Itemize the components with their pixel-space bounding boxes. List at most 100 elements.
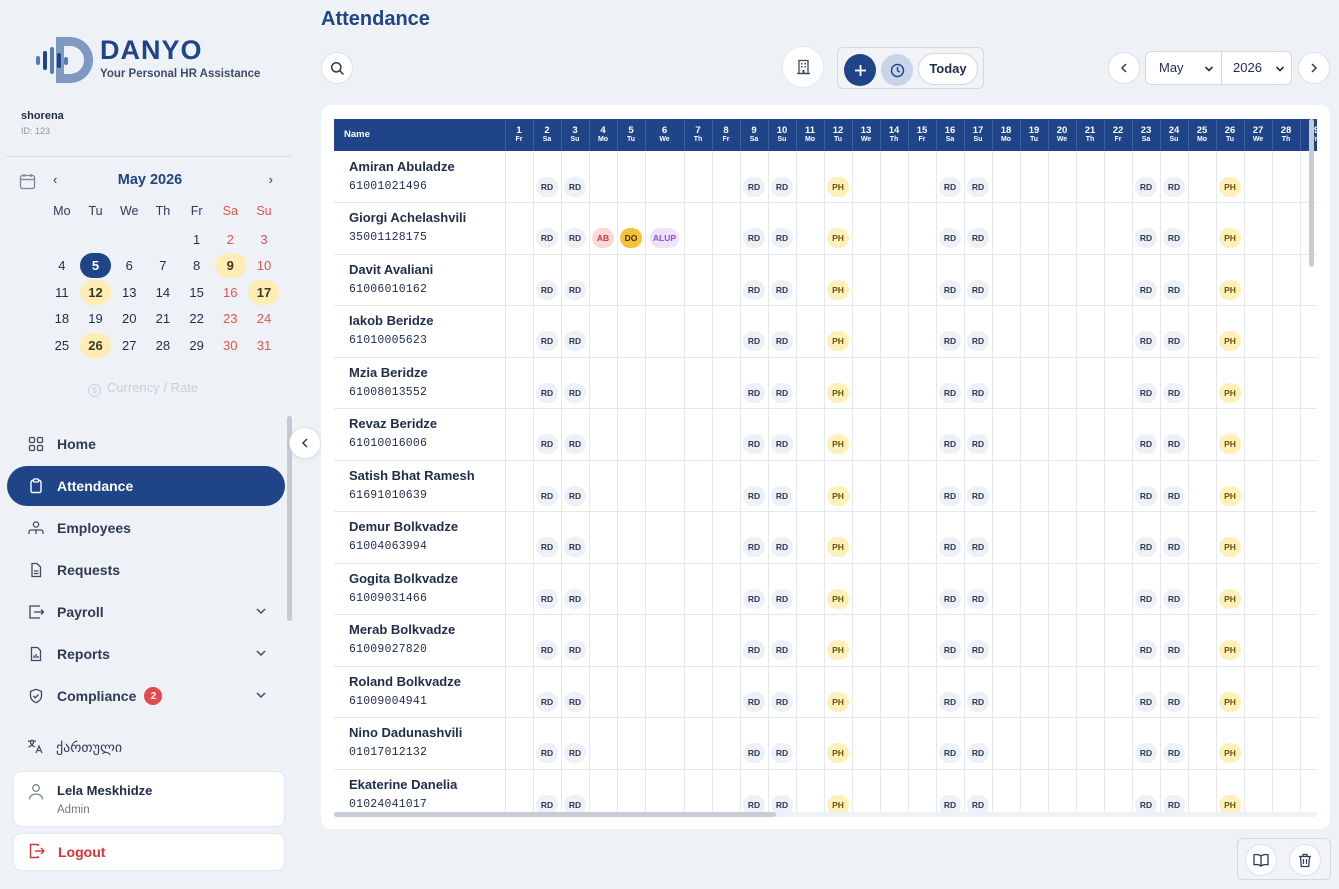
attendance-cell[interactable] [1272, 305, 1301, 358]
attendance-cell[interactable] [908, 511, 937, 564]
attendance-cell[interactable] [684, 254, 713, 306]
attendance-cell[interactable] [796, 563, 825, 615]
attendance-cell[interactable]: RD [740, 460, 769, 512]
attendance-cell[interactable] [1076, 151, 1105, 203]
attendance-status-chip[interactable]: RD [1163, 691, 1185, 712]
attendance-cell[interactable]: RD [768, 614, 797, 667]
attendance-status-chip[interactable]: PH [827, 537, 849, 558]
attendance-cell[interactable] [1076, 666, 1105, 718]
attendance-cell[interactable] [1048, 202, 1077, 255]
attendance-cell[interactable] [645, 151, 685, 203]
attendance-cell[interactable] [1020, 614, 1049, 667]
attendance-status-chip[interactable]: RD [1135, 485, 1157, 506]
attendance-cell[interactable] [1104, 563, 1133, 615]
attendance-status-chip[interactable]: RD [967, 485, 989, 506]
attendance-cell[interactable]: RD [1160, 460, 1189, 512]
attendance-status-chip[interactable]: RD [1163, 537, 1185, 558]
attendance-cell[interactable]: RD [964, 151, 993, 203]
calendar-day[interactable]: 4 [45, 253, 79, 280]
attendance-cell[interactable] [1104, 151, 1133, 203]
calendar-day[interactable]: 22 [180, 306, 214, 333]
user-profile-card[interactable]: Lela Meskhidze Admin [13, 771, 285, 827]
attendance-cell[interactable]: RD [533, 614, 562, 667]
attendance-cell[interactable] [1272, 666, 1301, 718]
attendance-cell[interactable]: RD [533, 511, 562, 564]
attendance-status-chip[interactable]: PH [1219, 176, 1241, 197]
attendance-cell[interactable] [1048, 254, 1077, 306]
attendance-cell[interactable]: RD [768, 408, 797, 461]
attendance-cell[interactable] [617, 666, 646, 718]
attendance-cell[interactable] [712, 666, 741, 718]
table-horizontal-scrollbar[interactable] [334, 812, 1317, 817]
attendance-cell[interactable] [617, 357, 646, 409]
attendance-cell[interactable] [645, 254, 685, 306]
attendance-status-chip[interactable]: RD [939, 382, 961, 403]
attendance-cell[interactable] [1048, 511, 1077, 564]
attendance-status-chip[interactable]: RD [939, 434, 961, 455]
calendar-day[interactable]: 5 [79, 253, 113, 280]
attendance-cell[interactable] [589, 357, 618, 409]
attendance-cell[interactable] [505, 460, 534, 512]
attendance-cell[interactable]: RD [740, 357, 769, 409]
attendance-cell[interactable] [712, 202, 741, 255]
attendance-cell[interactable]: RD [561, 511, 590, 564]
attendance-cell[interactable]: RD [768, 202, 797, 255]
attendance-status-chip[interactable]: RD [564, 434, 586, 455]
attendance-cell[interactable] [908, 305, 937, 358]
attendance-cell[interactable] [684, 202, 713, 255]
attendance-status-chip[interactable]: RD [743, 794, 765, 812]
attendance-status-chip[interactable]: PH [1219, 485, 1241, 506]
employee-name-cell[interactable]: Giorgi Achelashvili 35001128175 [334, 202, 506, 255]
attendance-status-chip[interactable]: RD [939, 485, 961, 506]
attendance-cell[interactable] [617, 254, 646, 306]
attendance-cell[interactable]: RD [740, 254, 769, 306]
attendance-cell[interactable] [796, 666, 825, 718]
attendance-cell[interactable] [1048, 563, 1077, 615]
attendance-cell[interactable] [1244, 769, 1273, 812]
employee-name-cell[interactable]: Gogita Bolkvadze 61009031466 [334, 563, 506, 615]
attendance-cell[interactable] [505, 151, 534, 203]
attendance-status-chip[interactable]: PH [827, 382, 849, 403]
attendance-cell[interactable] [1020, 563, 1049, 615]
attendance-cell[interactable]: PH [1216, 151, 1245, 203]
attendance-cell[interactable] [1104, 769, 1133, 812]
attendance-cell[interactable] [880, 408, 909, 461]
attendance-cell[interactable] [1188, 151, 1217, 203]
search-button[interactable] [321, 52, 353, 84]
attendance-cell[interactable] [908, 614, 937, 667]
attendance-status-chip[interactable]: RD [564, 640, 586, 661]
attendance-status-chip[interactable]: RD [564, 794, 586, 812]
nav-item-employees[interactable]: Employees [7, 508, 285, 548]
attendance-cell[interactable]: RD [964, 511, 993, 564]
attendance-cell[interactable] [645, 408, 685, 461]
attendance-cell[interactable]: PH [1216, 717, 1245, 770]
attendance-cell[interactable]: RD [561, 769, 590, 812]
attendance-status-chip[interactable]: RD [1135, 228, 1157, 249]
attendance-cell[interactable] [992, 614, 1021, 667]
attendance-cell[interactable] [645, 357, 685, 409]
year-select[interactable]: 2026 [1222, 52, 1292, 84]
attendance-status-chip[interactable]: PH [827, 588, 849, 609]
attendance-cell[interactable]: RD [1160, 666, 1189, 718]
attendance-status-chip[interactable]: RD [939, 537, 961, 558]
attendance-cell[interactable] [645, 717, 685, 770]
attendance-cell[interactable] [589, 460, 618, 512]
attendance-status-chip[interactable]: RD [564, 691, 586, 712]
calendar-day[interactable]: 24 [247, 306, 281, 333]
attendance-cell[interactable]: PH [824, 151, 853, 203]
attendance-cell[interactable] [1272, 460, 1301, 512]
attendance-cell[interactable] [617, 408, 646, 461]
attendance-status-chip[interactable]: RD [536, 331, 558, 352]
attendance-cell[interactable] [1020, 254, 1049, 306]
attendance-cell[interactable] [880, 717, 909, 770]
attendance-status-chip[interactable]: RD [1163, 434, 1185, 455]
attendance-cell[interactable]: RD [1160, 511, 1189, 564]
attendance-cell[interactable] [992, 563, 1021, 615]
calendar-day[interactable]: 11 [45, 280, 79, 307]
attendance-status-chip[interactable]: PH [1219, 794, 1241, 812]
calendar-day[interactable]: 8 [180, 253, 214, 280]
attendance-cell[interactable]: RD [561, 666, 590, 718]
employee-name-cell[interactable]: Roland Bolkvadze 61009004941 [334, 666, 506, 718]
attendance-cell[interactable] [1076, 254, 1105, 306]
attendance-status-chip[interactable]: RD [939, 228, 961, 249]
